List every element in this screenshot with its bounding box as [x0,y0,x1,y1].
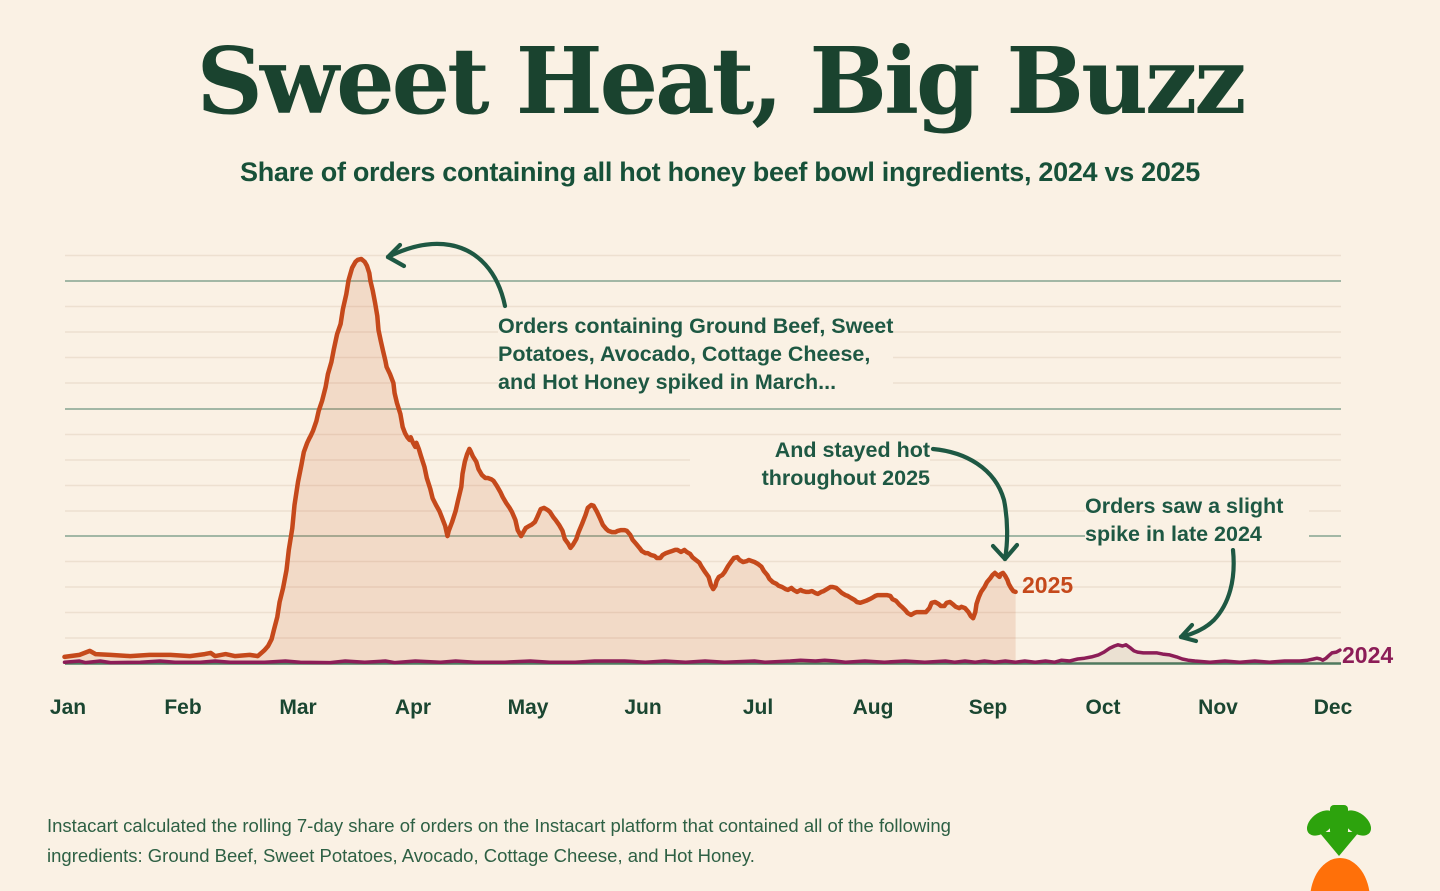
carrot-leaves-arrow-icon [1306,805,1372,856]
series-line-2025 [62,256,1018,660]
arrow-to-2025-line-end [930,446,1020,562]
series-label-2024: 2024 [1342,642,1394,668]
arrow-to-march-peak [385,241,508,309]
x-axis-label-oct: Oct [1085,696,1121,719]
x-axis-label-mar: Mar [279,696,317,719]
series-area-2025 [64,259,1016,663]
page-subtitle: Share of orders containing all hot honey… [240,157,1200,187]
x-axis-label-dec: Dec [1313,696,1353,719]
annotation-stayed-hot: And stayed hot throughout 2025 [690,436,930,492]
annotation-late-2024-spike: Orders saw a slight spike in late 2024 [1085,492,1309,548]
x-axis-label-jul: Jul [742,696,774,719]
x-axis-label-aug: Aug [852,696,894,719]
x-axis-label-apr: Apr [394,696,432,719]
instacart-carrot-logo [1306,805,1372,891]
x-axis-label-jun: Jun [624,696,662,719]
x-axis-labels: Jan Feb Mar Apr May Jun Jul Aug Sep Oct Nov Dec [0,696,1440,722]
x-axis-label-feb: Feb [164,696,202,719]
annotation-march-spike: Orders containing Ground Beef, Sweet Pot… [498,312,894,396]
x-axis-label-sep: Sep [968,696,1008,719]
methodology-note: Instacart calculated the rolling 7-day s… [47,815,951,866]
series-line-2024 [62,643,1342,665]
x-axis-label-may: May [507,696,549,719]
arrow-to-late-2024-spike [1178,547,1236,644]
page-title: Sweet Heat, Big Buzz [196,27,1246,135]
x-axis-label-jan: Jan [49,696,87,719]
x-axis-label-nov: Nov [1198,696,1238,719]
series-label-2025: 2025 [1022,572,1074,598]
carrot-body-icon [1310,858,1370,891]
